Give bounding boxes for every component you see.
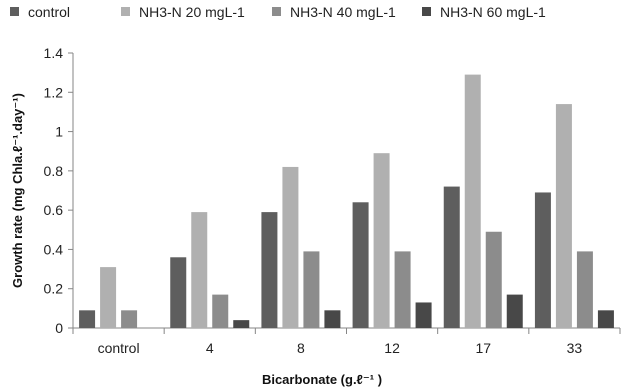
bar (485, 231, 502, 328)
legend-swatch (10, 7, 19, 16)
y-axis-title: Growth rate (mg Chla.ℓ⁻¹.day⁻¹) (10, 93, 25, 288)
y-axis: 0 0.2 0.4 0.6 0.8 1 1.2 1.4 (44, 45, 74, 336)
x-tick-label: 33 (567, 340, 583, 356)
x-tick-label: 4 (206, 340, 214, 356)
bar (282, 166, 299, 328)
legend-label: control (28, 4, 70, 20)
y-tick-label: 1.4 (44, 45, 64, 61)
bar (464, 74, 481, 328)
bar (212, 294, 229, 328)
x-axis: control 4 8 12 17 33 (72, 327, 621, 356)
legend: control NH3-N 20 mgL-1 NH3-N 40 mgL-1 NH3-N… (10, 4, 546, 20)
x-tick-label: 12 (384, 340, 400, 356)
legend-swatch (422, 7, 431, 16)
bar (443, 186, 460, 328)
bar (100, 267, 117, 328)
bar (261, 212, 278, 328)
x-tick-label: control (98, 340, 140, 356)
x-tick-label: 17 (475, 340, 491, 356)
x-axis-title: Bicarbonate (g.ℓ⁻¹ ) (262, 372, 382, 387)
bar (394, 251, 411, 328)
bars (79, 74, 614, 328)
y-tick-label: 0.6 (44, 202, 64, 218)
bar (352, 202, 369, 328)
bar (303, 251, 320, 328)
bar (233, 320, 250, 328)
y-tick-label: 1 (55, 124, 63, 140)
bar (79, 310, 96, 328)
bar (555, 104, 572, 328)
bar (191, 212, 208, 328)
y-tick-label: 0 (55, 320, 63, 336)
bar (597, 310, 614, 328)
bar (324, 310, 341, 328)
y-tick-label: 1.2 (44, 84, 64, 100)
legend-label: NH3-N 60 mgL-1 (440, 4, 546, 20)
bar (373, 153, 390, 328)
y-tick-label: 0.4 (44, 241, 64, 257)
y-tick-label: 0.2 (44, 281, 64, 297)
legend-swatch (272, 7, 281, 16)
bar (415, 302, 432, 328)
legend-label: NH3-N 40 mgL-1 (290, 4, 396, 20)
legend-label: NH3-N 20 mgL-1 (139, 4, 245, 20)
bar (534, 192, 551, 328)
bar (121, 310, 138, 328)
legend-swatch (121, 7, 130, 16)
y-tick-label: 0.8 (44, 163, 64, 179)
bar (506, 294, 523, 328)
bar (576, 251, 593, 328)
x-tick-label: 8 (297, 340, 305, 356)
bar (170, 257, 187, 328)
